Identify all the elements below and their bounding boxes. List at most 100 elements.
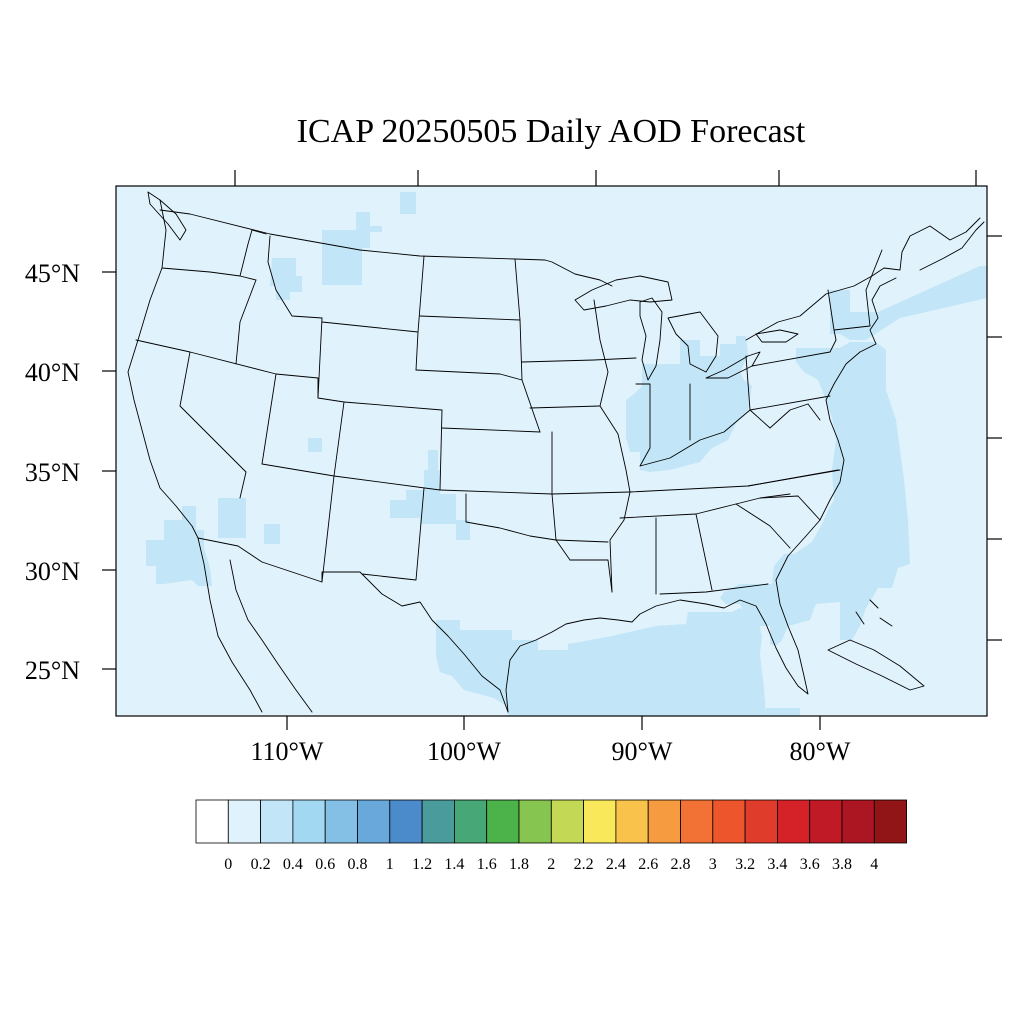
map-panel: 45°N 40°N 35°N 30°N 25°N 110°W 100°W 90°… xyxy=(25,170,1002,766)
baja-coastline xyxy=(197,537,263,713)
lon-label-80w: 80°W xyxy=(790,737,851,766)
lon-label-90w: 90°W xyxy=(612,737,673,766)
aod-patch-utah-small xyxy=(308,438,322,452)
lat-label-25: 25°N xyxy=(25,656,80,685)
colorbar-label-11: 2.2 xyxy=(574,856,594,873)
state-line-nm-tx xyxy=(361,487,425,581)
lat-label-45: 45°N xyxy=(25,259,80,288)
lake-ontario xyxy=(755,329,799,343)
colorbar-box-16 xyxy=(712,799,746,844)
aod-patch-ohio-valley xyxy=(626,336,752,472)
state-line-id-west xyxy=(239,229,267,277)
colorbar-label-0: 0 xyxy=(224,856,232,873)
colorbar-label-19: 3.8 xyxy=(832,856,852,873)
colorbar-box-10 xyxy=(518,799,552,844)
aod-patch-new-mexico-east xyxy=(390,470,470,540)
colorbar-label-14: 2.8 xyxy=(671,856,691,873)
colorbar-box-13 xyxy=(615,799,649,844)
lat-label-35: 35°N xyxy=(25,458,80,487)
state-line-ia-mo xyxy=(529,405,601,409)
state-line-id-wy xyxy=(235,279,257,365)
colorbar-label-4: 0.8 xyxy=(348,856,368,873)
state-line-az-nm xyxy=(321,475,335,583)
colorbar-box-20 xyxy=(841,799,875,844)
colorbar-label-10: 2 xyxy=(547,856,555,873)
aod-patch-gulf-texas xyxy=(436,608,766,716)
map-frame xyxy=(115,185,988,717)
colorbar-labels: 0 0.2 0.4 0.6 0.8 1 1.2 1.4 1.6 1.8 2 2.2 2.4 2.6 2.8 3… xyxy=(224,856,878,873)
state-line-wy-north xyxy=(321,321,419,333)
state-line-va-nc xyxy=(747,469,839,487)
cuba-coast xyxy=(827,639,925,691)
map-title: ICAP 20250505 Daily AOD Forecast xyxy=(297,113,806,150)
latitude-labels: 45°N 40°N 35°N 30°N 25°N xyxy=(25,259,80,685)
colorbar-box-14 xyxy=(647,799,681,844)
state-line-ut-co xyxy=(275,373,345,477)
state-line-la-ms xyxy=(569,559,613,593)
state-line-ar-la xyxy=(555,539,609,543)
lon-label-100w: 100°W xyxy=(427,737,501,766)
aod-patch-sonora xyxy=(218,498,246,538)
colorbar-box-4 xyxy=(324,799,358,844)
nova-scotia xyxy=(919,221,985,271)
state-line-oh-pa xyxy=(745,355,751,411)
state-line-pa-south xyxy=(749,395,831,411)
colorbar-box-3 xyxy=(292,799,326,844)
gulf-coastline xyxy=(505,579,809,713)
colorbar-label-18: 3.6 xyxy=(800,856,820,873)
us-canada-border-east xyxy=(745,217,981,341)
colorbar-box-1 xyxy=(227,799,262,844)
colorbar-box-18 xyxy=(777,799,811,844)
state-line-mo-east xyxy=(551,431,571,561)
state-line-ga-sc xyxy=(735,503,791,549)
state-line-co-east xyxy=(439,409,443,491)
lake-superior xyxy=(574,275,673,311)
state-line-ohio-river xyxy=(639,409,751,467)
colorbar-label-13: 2.6 xyxy=(638,856,658,873)
colorbar-label-12: 2.4 xyxy=(606,856,626,873)
colorbar-label-8: 1.6 xyxy=(477,856,497,873)
colorbar-box-21 xyxy=(873,799,907,844)
state-line-wi-il xyxy=(593,357,637,361)
aod-colorbar: 0 0.2 0.4 0.6 0.8 1 1.2 1.4 1.6 1.8 2 2.2 2.4 2.6 2.8 3… xyxy=(195,799,907,873)
state-line-dakotas-mn xyxy=(514,258,541,433)
aod-patch-atlantic-coast xyxy=(720,342,910,646)
state-line-nv-ut xyxy=(261,373,277,465)
colorbar-label-6: 1.2 xyxy=(412,856,432,873)
state-line-ca-nv xyxy=(179,351,247,499)
longitude-labels: 110°W 100°W 90°W 80°W xyxy=(251,737,851,766)
state-line-co-north xyxy=(343,401,443,411)
aod-patch-bahamas-small xyxy=(766,708,800,716)
colorbar-box-0 xyxy=(195,799,229,844)
colorbar-box-19 xyxy=(809,799,843,844)
state-line-mississippi-river xyxy=(593,299,631,593)
colorbar-boxes xyxy=(195,799,907,844)
colorbar-label-9: 1.8 xyxy=(509,856,529,873)
colorbar-label-2: 0.4 xyxy=(283,856,303,873)
state-line-ks-ok xyxy=(439,489,553,495)
colorbar-box-7 xyxy=(421,799,455,844)
colorbar-label-3: 0.6 xyxy=(315,856,335,873)
state-line-id-mt xyxy=(267,235,323,319)
state-line-nd-sd xyxy=(419,315,521,321)
lake-michigan xyxy=(639,297,663,381)
state-line-ok-tx xyxy=(465,493,557,541)
state-line-wv-va xyxy=(749,403,821,429)
colorbar-box-15 xyxy=(680,799,714,844)
state-line-ga-fl xyxy=(659,583,769,595)
colorbar-label-1: 0.2 xyxy=(251,856,271,873)
state-line-maine xyxy=(865,249,883,291)
aod-patch-colorado-east xyxy=(428,450,438,470)
aod-patch-idaho xyxy=(270,258,302,300)
aod-patch-california-south xyxy=(146,506,212,586)
state-line-nc-sc xyxy=(759,495,821,521)
vancouver-island xyxy=(147,191,187,241)
colorbar-box-11 xyxy=(550,799,584,844)
colorbar-box-9 xyxy=(486,799,520,844)
colorbar-box-2 xyxy=(260,799,294,844)
colorbar-label-20: 4 xyxy=(870,856,878,873)
colorbar-label-17: 3.4 xyxy=(767,856,787,873)
state-line-al-ga xyxy=(695,513,713,591)
colorbar-label-7: 1.4 xyxy=(444,856,464,873)
